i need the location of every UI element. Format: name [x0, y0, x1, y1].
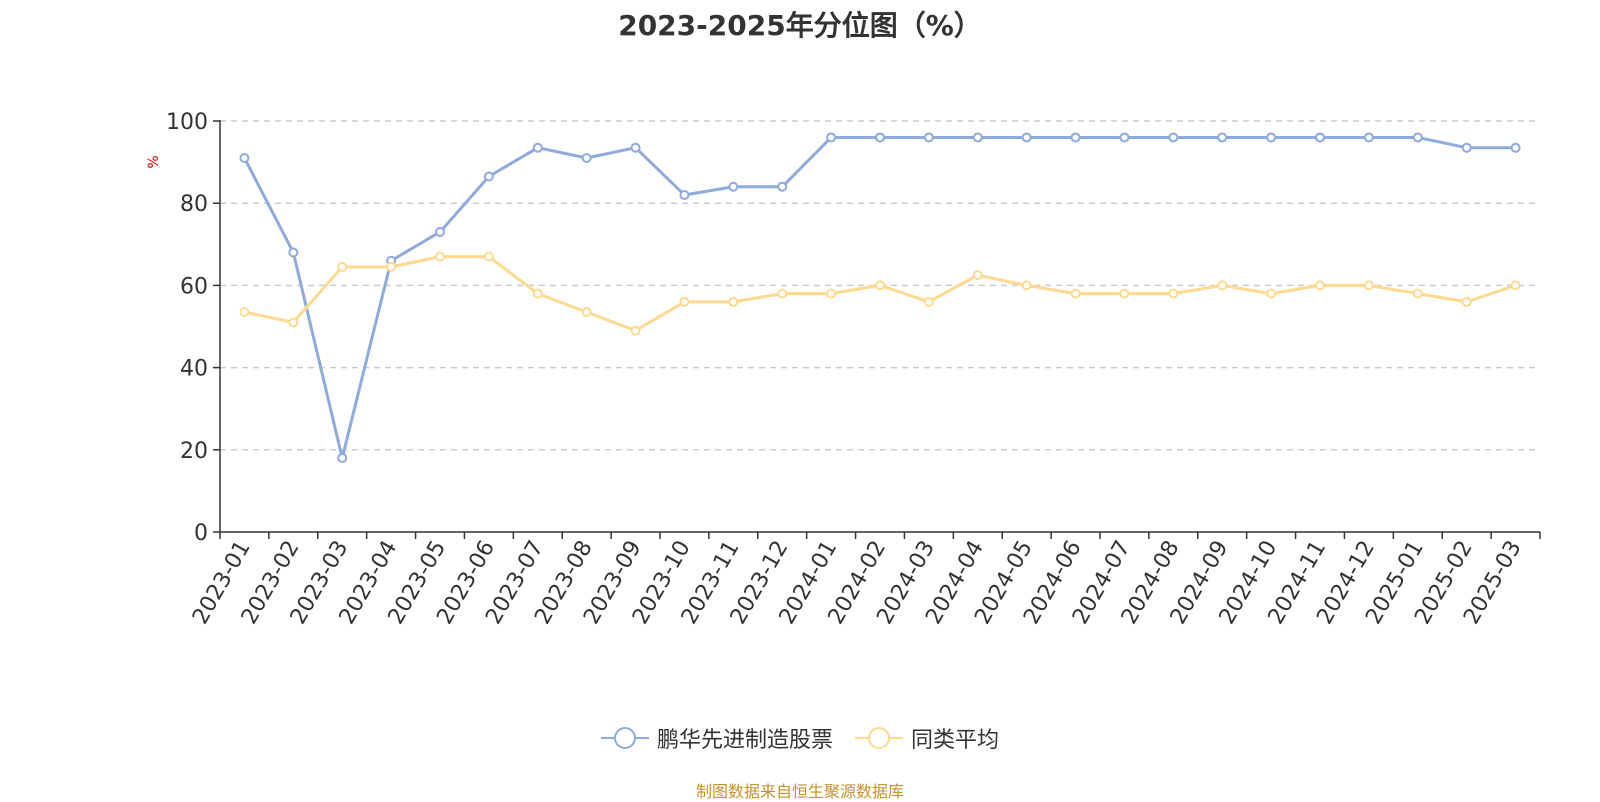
data-point	[532, 142, 543, 153]
data-point	[435, 226, 445, 237]
data-point	[826, 288, 837, 299]
data-point	[1315, 132, 1325, 143]
legend-label-average: 同类平均	[911, 728, 1000, 753]
y-tick-label: 0	[194, 521, 208, 546]
series-line-0	[243, 135, 1516, 460]
y-axis-label: %	[146, 155, 162, 168]
data-point	[532, 288, 543, 299]
data-point	[483, 171, 494, 182]
data-point	[1021, 132, 1032, 143]
data-point	[972, 132, 983, 143]
y-tick-label: 20	[180, 439, 208, 464]
data-point	[630, 325, 641, 336]
data-point	[239, 307, 250, 318]
y-tick-label: 60	[180, 274, 208, 299]
data-point	[923, 296, 934, 307]
legend-swatch-fund-icon	[600, 727, 649, 749]
data-point	[875, 280, 885, 291]
data-point	[581, 307, 592, 318]
legend-label-fund: 鹏华先进制造股票	[656, 728, 833, 753]
chart-title: 2023-2025年分位图（%）	[618, 9, 982, 42]
data-point	[1461, 296, 1472, 307]
data-point	[1363, 132, 1374, 143]
data-point	[1070, 132, 1081, 143]
legend-swatch-average-icon	[855, 727, 903, 749]
data-point	[777, 181, 788, 192]
data-point	[435, 251, 445, 262]
data-point	[288, 317, 299, 328]
data-point	[1168, 288, 1179, 299]
data-point	[1021, 280, 1032, 291]
legend-item-fund[interactable]: 鹏华先进制造股票	[600, 722, 833, 754]
series-line-1	[244, 255, 1517, 333]
data-point	[679, 189, 690, 200]
data-point	[1461, 142, 1472, 153]
data-point	[239, 152, 250, 163]
legend: 鹏华先进制造股票 同类平均	[0, 722, 1600, 754]
data-point	[972, 270, 983, 281]
data-point	[1412, 132, 1423, 143]
axes: 0204060801002023-012023-022023-032023-04…	[166, 110, 1541, 629]
data-point	[1119, 288, 1130, 299]
series-lines	[239, 132, 1521, 464]
data-point	[1363, 280, 1374, 291]
data-point	[679, 296, 690, 307]
source-footer: 制图数据来自恒生聚源数据库	[695, 782, 904, 801]
data-point	[1412, 288, 1423, 299]
data-point	[923, 132, 934, 143]
data-point	[875, 132, 885, 143]
legend-item-average[interactable]: 同类平均	[855, 722, 999, 754]
data-point	[1119, 132, 1130, 143]
data-point	[386, 261, 397, 272]
data-point	[581, 152, 592, 163]
data-point	[337, 261, 348, 272]
data-point	[1168, 132, 1179, 143]
data-point	[826, 132, 837, 143]
data-point	[777, 288, 788, 299]
data-point	[1510, 142, 1521, 153]
data-point	[288, 247, 299, 258]
data-point	[728, 296, 739, 307]
y-tick-label: 80	[180, 192, 208, 217]
data-point	[1217, 132, 1228, 143]
y-tick-label: 100	[166, 110, 208, 135]
data-point	[1266, 288, 1277, 299]
y-tick-label: 40	[180, 357, 208, 382]
data-point	[1510, 280, 1521, 291]
data-point	[337, 453, 348, 464]
data-point	[483, 251, 494, 262]
data-point	[1070, 288, 1081, 299]
data-point	[1217, 280, 1228, 291]
data-point	[1315, 280, 1325, 291]
data-point	[630, 142, 641, 153]
data-point	[1266, 132, 1277, 143]
data-point	[728, 181, 739, 192]
